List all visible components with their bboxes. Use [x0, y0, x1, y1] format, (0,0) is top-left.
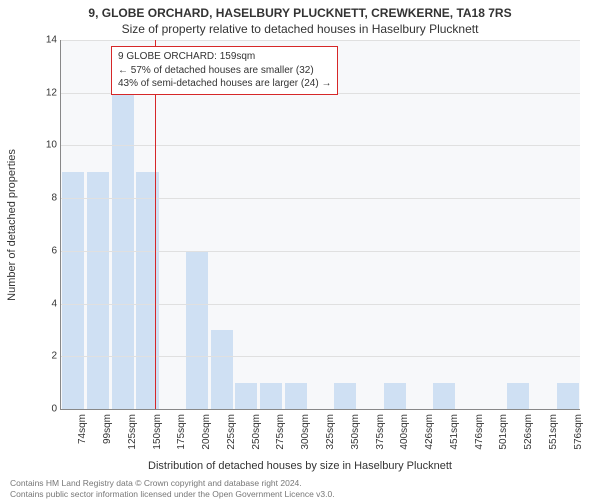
footer-line-1: Contains HM Land Registry data © Crown c…: [10, 478, 590, 489]
bar: [433, 383, 455, 409]
x-tick-label: 200sqm: [201, 414, 212, 450]
x-tick-label: 576sqm: [573, 414, 584, 450]
bar: [87, 172, 109, 409]
x-tick-label: 400sqm: [399, 414, 410, 450]
grid-line: [61, 304, 580, 305]
bars-layer: [61, 40, 580, 409]
x-tick-label: 551sqm: [548, 414, 559, 450]
x-tick-label: 526sqm: [523, 414, 534, 450]
x-tick-label: 74sqm: [77, 414, 88, 444]
x-axis-label: Distribution of detached houses by size …: [0, 458, 600, 472]
bar: [334, 383, 356, 409]
y-tick-label: 14: [46, 35, 61, 46]
annotation-line-3: 43% of semi-detached houses are larger (…: [118, 77, 331, 91]
bar: [557, 383, 579, 409]
y-tick-label: 4: [51, 298, 61, 309]
plot-background: 9 GLOBE ORCHARD: 159sqm ← 57% of detache…: [60, 40, 580, 410]
grid-line: [61, 145, 580, 146]
footer-line-2: Contains public sector information licen…: [10, 489, 590, 500]
grid-line: [61, 356, 580, 357]
x-tick-label: 426sqm: [424, 414, 435, 450]
x-tick-label: 451sqm: [449, 414, 460, 450]
chart-title-address: 9, GLOBE ORCHARD, HASELBURY PLUCKNETT, C…: [0, 0, 600, 20]
y-tick-label: 2: [51, 351, 61, 362]
bar: [260, 383, 282, 409]
annotation-line-2: ← 57% of detached houses are smaller (32…: [118, 64, 331, 78]
bar: [384, 383, 406, 409]
bar: [62, 172, 84, 409]
y-tick-label: 12: [46, 87, 61, 98]
annotation-line-1: 9 GLOBE ORCHARD: 159sqm: [118, 50, 331, 64]
x-tick-label: 250sqm: [251, 414, 262, 450]
chart-subtitle: Size of property relative to detached ho…: [0, 20, 600, 40]
bar: [186, 251, 208, 409]
marker-line: [155, 40, 156, 409]
bar: [285, 383, 307, 409]
x-tick-label: 501sqm: [498, 414, 509, 450]
x-tick-label: 150sqm: [152, 414, 163, 450]
footer: Contains HM Land Registry data © Crown c…: [0, 472, 600, 500]
x-tick-label: 375sqm: [375, 414, 386, 450]
x-tick-labels: 74sqm 99sqm 125sqm 150sqm 175sqm 200sqm 225sqm…: [60, 410, 580, 458]
y-tick-label: 6: [51, 245, 61, 256]
y-axis-label: Number of detached properties: [6, 149, 18, 301]
grid-line: [61, 40, 580, 41]
x-tick-label: 476sqm: [474, 414, 485, 450]
x-tick-label: 350sqm: [350, 414, 361, 450]
bar: [507, 383, 529, 409]
y-tick-label: 10: [46, 140, 61, 151]
x-tick-label: 175sqm: [176, 414, 187, 450]
x-tick-label: 125sqm: [127, 414, 138, 450]
x-tick-label: 225sqm: [226, 414, 237, 450]
x-tick-label: 275sqm: [275, 414, 286, 450]
x-tick-label: 300sqm: [300, 414, 311, 450]
grid-line: [61, 198, 580, 199]
x-tick-label: 325sqm: [325, 414, 336, 450]
grid-line: [61, 251, 580, 252]
y-tick-label: 8: [51, 193, 61, 204]
plot-area: 9 GLOBE ORCHARD: 159sqm ← 57% of detache…: [60, 40, 580, 410]
bar: [235, 383, 257, 409]
x-tick-label: 99sqm: [102, 414, 113, 444]
annotation-box: 9 GLOBE ORCHARD: 159sqm ← 57% of detache…: [111, 46, 338, 95]
bar: [211, 330, 233, 409]
